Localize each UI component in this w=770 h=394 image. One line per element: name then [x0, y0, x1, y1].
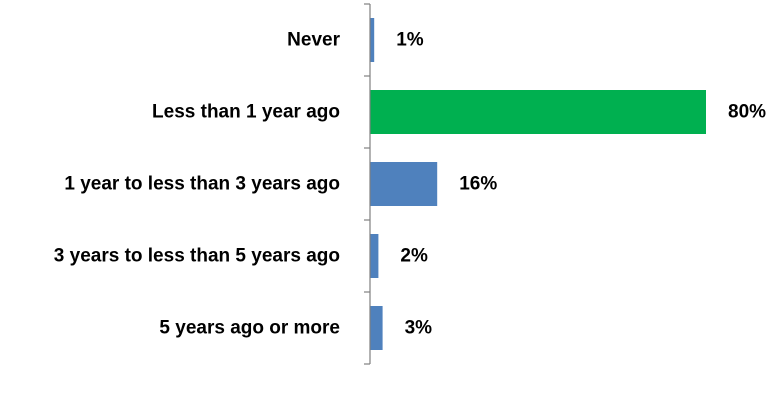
axis-ticks [364, 3, 370, 365]
category-label: Less than 1 year ago [152, 102, 340, 123]
bar-less-than-1-year-ago [370, 90, 706, 134]
value-label: 16% [459, 174, 497, 195]
value-label: 80% [728, 102, 766, 123]
category-labels: Never Less than 1 year ago 1 year to less … [54, 30, 341, 339]
value-labels: 1% 80% 16% 2% 3% [396, 30, 766, 339]
category-label: 1 year to less than 3 years ago [64, 174, 340, 195]
value-label: 2% [400, 246, 428, 267]
bars [370, 18, 706, 350]
value-label: 3% [405, 318, 433, 339]
bar-1-year-to-less-than-3-years-ago [370, 162, 438, 206]
category-label: 5 years ago or more [159, 318, 340, 339]
bar-never [370, 18, 375, 62]
category-label: 3 years to less than 5 years ago [54, 246, 340, 267]
bar-3-years-to-less-than-5-years-ago [370, 234, 379, 278]
bar-5-years-ago-or-more [370, 306, 383, 350]
value-label: 1% [396, 30, 424, 51]
category-label: Never [287, 30, 340, 51]
